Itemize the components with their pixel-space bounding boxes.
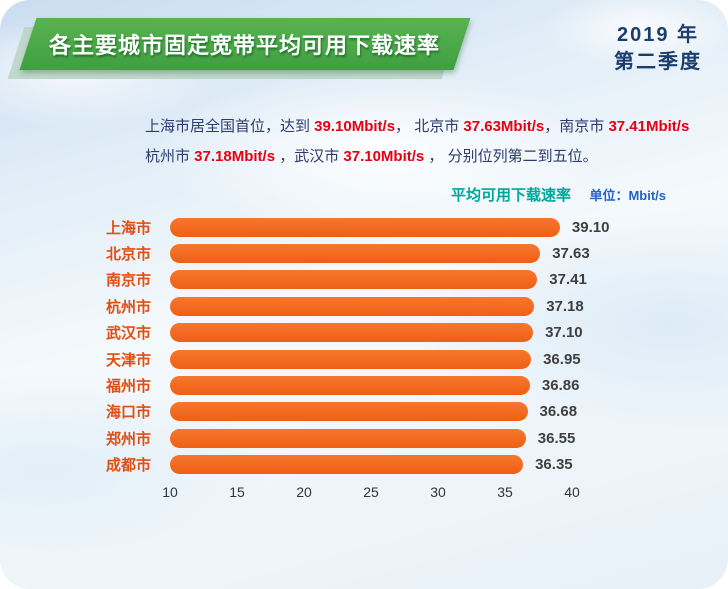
banner: 各主要城市固定宽带平均可用下载速率 — [7, 18, 471, 79]
chart-header: 平均可用下载速率 单位：Mbit/s — [451, 184, 666, 205]
bar-value-label: 36.86 — [541, 377, 580, 395]
bar — [170, 455, 524, 475]
bar-area: 39.10 — [170, 217, 686, 237]
bar-row: 武汉市 37.10 — [106, 320, 686, 346]
description-text: 上海市居全国首位，达到 — [145, 118, 315, 135]
description-text: ， 分别位列第二到五位。 — [424, 148, 598, 165]
x-axis-tick: 15 — [229, 483, 245, 500]
bar-value-label: 36.95 — [543, 350, 581, 368]
bar-category-label: 天津市 — [106, 351, 152, 369]
bar-value-label: 36.68 — [539, 403, 578, 421]
bar-row: 北京市 37.63 — [106, 240, 686, 266]
x-axis-tick: 35 — [497, 483, 513, 500]
bar-chart: 上海市 39.10 北京市 37.63 南京市 37.41 杭州市 37.18 武汉市 37.10… — [106, 214, 686, 504]
x-axis-tick: 20 — [296, 483, 312, 500]
speed-value-text: 39.10Mbit/s — [314, 118, 396, 135]
x-axis: 10 15 20 25 30 35 40 — [162, 482, 580, 504]
bar-value-label: 37.18 — [546, 297, 584, 315]
description-text: ，南京市 — [544, 118, 609, 135]
bar-category-label: 福州市 — [106, 378, 152, 396]
period-quarter: 第二季度 — [614, 51, 702, 73]
description-line: 上海市居全国首位，达到 39.10Mbit/s， 北京市 37.63Mbit/s… — [145, 112, 690, 142]
bar-value-label: 36.35 — [535, 456, 573, 474]
period-year: 2019 年 — [616, 24, 700, 46]
speed-value-text: 37.18Mbit/s — [194, 148, 276, 165]
bar — [170, 428, 526, 448]
chart-unit-label: 单位：Mbit/s — [589, 188, 666, 203]
x-axis-tick: 10 — [162, 483, 178, 500]
bar-category-label: 海口市 — [106, 404, 152, 422]
description: 上海市居全国首位，达到 39.10Mbit/s， 北京市 37.63Mbit/s… — [145, 112, 690, 172]
banner-front-shape: 各主要城市固定宽带平均可用下载速率 — [19, 18, 471, 70]
bar-value-label: 37.63 — [552, 245, 590, 263]
speed-value-text: 37.10Mbit/s — [343, 148, 425, 165]
bar — [170, 323, 534, 343]
chart-title: 平均可用下载速率 — [450, 187, 571, 204]
bar-row: 福州市 36.86 — [106, 372, 686, 398]
bar-row: 天津市 36.95 — [106, 346, 686, 372]
bar-category-label: 武汉市 — [106, 325, 152, 343]
speed-value-text: 37.63Mbit/s — [463, 118, 545, 135]
bar-row: 杭州市 37.18 — [106, 293, 686, 319]
bar-row: 海口市 36.68 — [106, 399, 686, 425]
description-text: ， 北京市 — [395, 118, 464, 135]
bar-area: 36.55 — [170, 428, 686, 448]
x-axis-tick: 30 — [430, 483, 446, 500]
bar — [170, 402, 528, 422]
bar-area: 36.95 — [170, 349, 686, 369]
bar-value-label: 37.10 — [545, 324, 583, 342]
bar-category-label: 郑州市 — [106, 430, 152, 448]
bar-row: 上海市 39.10 — [106, 214, 686, 240]
bar-category-label: 南京市 — [106, 272, 152, 290]
bar-rows: 上海市 39.10 北京市 37.63 南京市 37.41 杭州市 37.18 武汉市 37.10… — [106, 214, 686, 478]
bar-category-label: 上海市 — [106, 219, 152, 237]
bar — [170, 270, 538, 290]
bar-value-label: 37.41 — [549, 271, 587, 289]
bar-category-label: 北京市 — [106, 246, 152, 264]
bar-row: 郑州市 36.55 — [106, 425, 686, 451]
bar-value-label: 36.55 — [537, 429, 576, 447]
bar-row: 成都市 36.35 — [106, 452, 686, 478]
bar-category-label: 成都市 — [106, 457, 152, 475]
bar-row: 南京市 37.41 — [106, 267, 686, 293]
bar-area: 37.10 — [170, 323, 686, 343]
bar-area: 37.63 — [170, 244, 686, 264]
page-title: 各主要城市固定宽带平均可用下载速率 — [49, 33, 441, 58]
bar-area: 37.18 — [170, 296, 686, 316]
bar — [170, 349, 532, 369]
bar-area: 37.41 — [170, 270, 686, 290]
bar — [170, 244, 541, 264]
bar — [170, 217, 560, 237]
bar-area: 36.68 — [170, 402, 686, 422]
bar-category-label: 杭州市 — [106, 298, 152, 316]
description-text: ，武汉市 — [275, 148, 344, 165]
bar — [170, 376, 530, 396]
x-axis-tick: 25 — [363, 483, 379, 500]
bar-area: 36.86 — [170, 376, 686, 396]
bar-value-label: 39.10 — [571, 218, 610, 236]
report-period: 2019 年 第二季度 — [614, 22, 702, 76]
description-text: 杭州市 — [145, 148, 195, 165]
bar — [170, 296, 535, 316]
speed-value-text: 37.41Mbit/s — [608, 118, 690, 135]
x-axis-tick: 40 — [564, 483, 580, 500]
description-line: 杭州市 37.18Mbit/s ，武汉市 37.10Mbit/s ， 分别位列第… — [145, 142, 690, 172]
bar-area: 36.35 — [170, 455, 686, 475]
